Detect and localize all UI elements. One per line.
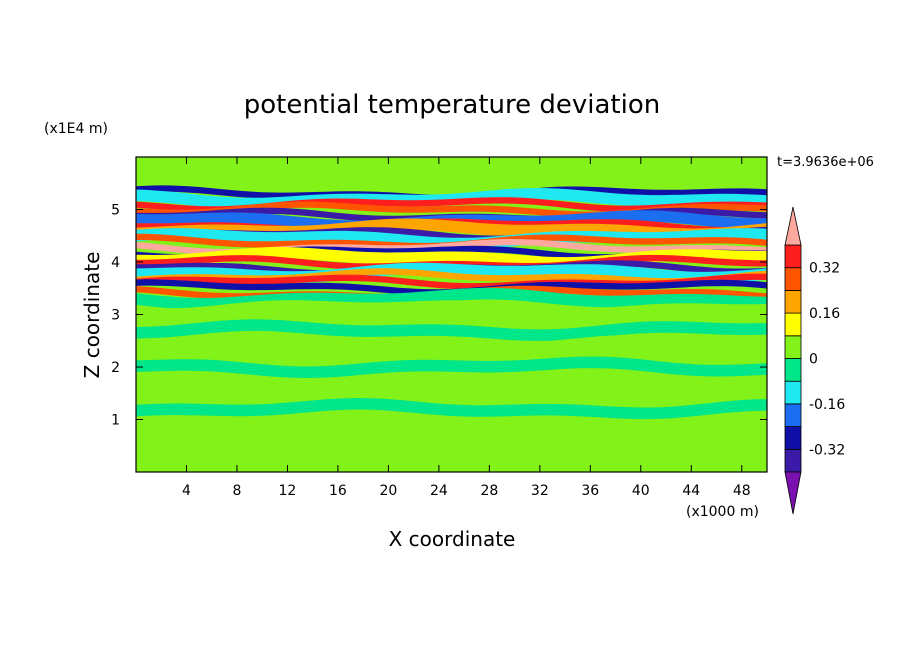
colorbar-segment [784,358,802,382]
colorbar-segment [784,426,802,450]
y-tick-label: 2 [111,360,120,376]
contour-band [136,356,767,378]
x-tick-label: 48 [733,483,751,499]
y-tick-label: 5 [111,203,120,219]
contour-band [136,335,767,356]
y-tick-label: 1 [111,413,120,429]
colorbar-tick-label: -0.16 [809,397,845,413]
contour-band [136,279,767,296]
contour-band [136,378,767,399]
x-tick-label: 28 [480,483,498,499]
x-tick-label: 40 [632,483,650,499]
x-axis: 4 8 12 16 20 24 28 32 36 40 44 48 [182,157,751,499]
contour-band [136,319,767,341]
y-axis-label: Z coordinate [80,252,104,379]
contour-band [136,300,767,320]
x-axis-label: X coordinate [389,527,516,551]
colorbar-segment [784,312,802,337]
x-tick-label: 36 [581,483,599,499]
x-tick-label: 12 [279,483,297,499]
colorbar-segment [784,403,802,427]
colorbar-tick-label: 0 [809,352,818,368]
x-tick-label: 20 [379,483,397,499]
colorbar-under-arrow [784,471,802,515]
colorbar-tick-label: 0.16 [809,306,840,322]
colorbar-segment [784,244,802,269]
colorbar-segment [784,448,802,473]
colorbar-segment [784,267,802,291]
colorbar-segment [784,380,802,405]
contour-band [136,254,767,270]
colorbar-tick-label: -0.32 [809,442,845,458]
x-unit-label: (x1000 m) [686,504,759,520]
contour-band [136,233,767,250]
x-tick-label: 24 [430,483,448,499]
x-tick-label: 16 [329,483,347,499]
contour-band [136,228,767,250]
contour-band [136,159,767,182]
y-axis: 1 2 3 4 5 [111,203,767,429]
x-tick-label: 8 [232,483,241,499]
colorbar-segment [784,289,802,314]
contour-band [136,398,767,420]
colorbar-segment [784,335,802,359]
y-tick-label: 4 [111,255,120,271]
time-label: t=3.9636e+06 [777,155,874,170]
contour-band [136,197,767,213]
x-tick-label: 4 [182,483,191,499]
contour-fill [136,159,767,451]
colorbar-over-arrow [784,206,802,246]
chart-title: potential temperature deviation [244,90,660,120]
y-unit-label: (x1E4 m) [44,121,108,137]
x-tick-label: 44 [682,483,700,499]
contour-band [136,429,767,451]
colorbar: 0.32 0.16 0 -0.16 -0.32 [784,206,845,515]
x-tick-label: 32 [531,483,549,499]
colorbar-tick-label: 0.32 [809,261,840,277]
y-tick-label: 3 [111,308,120,324]
